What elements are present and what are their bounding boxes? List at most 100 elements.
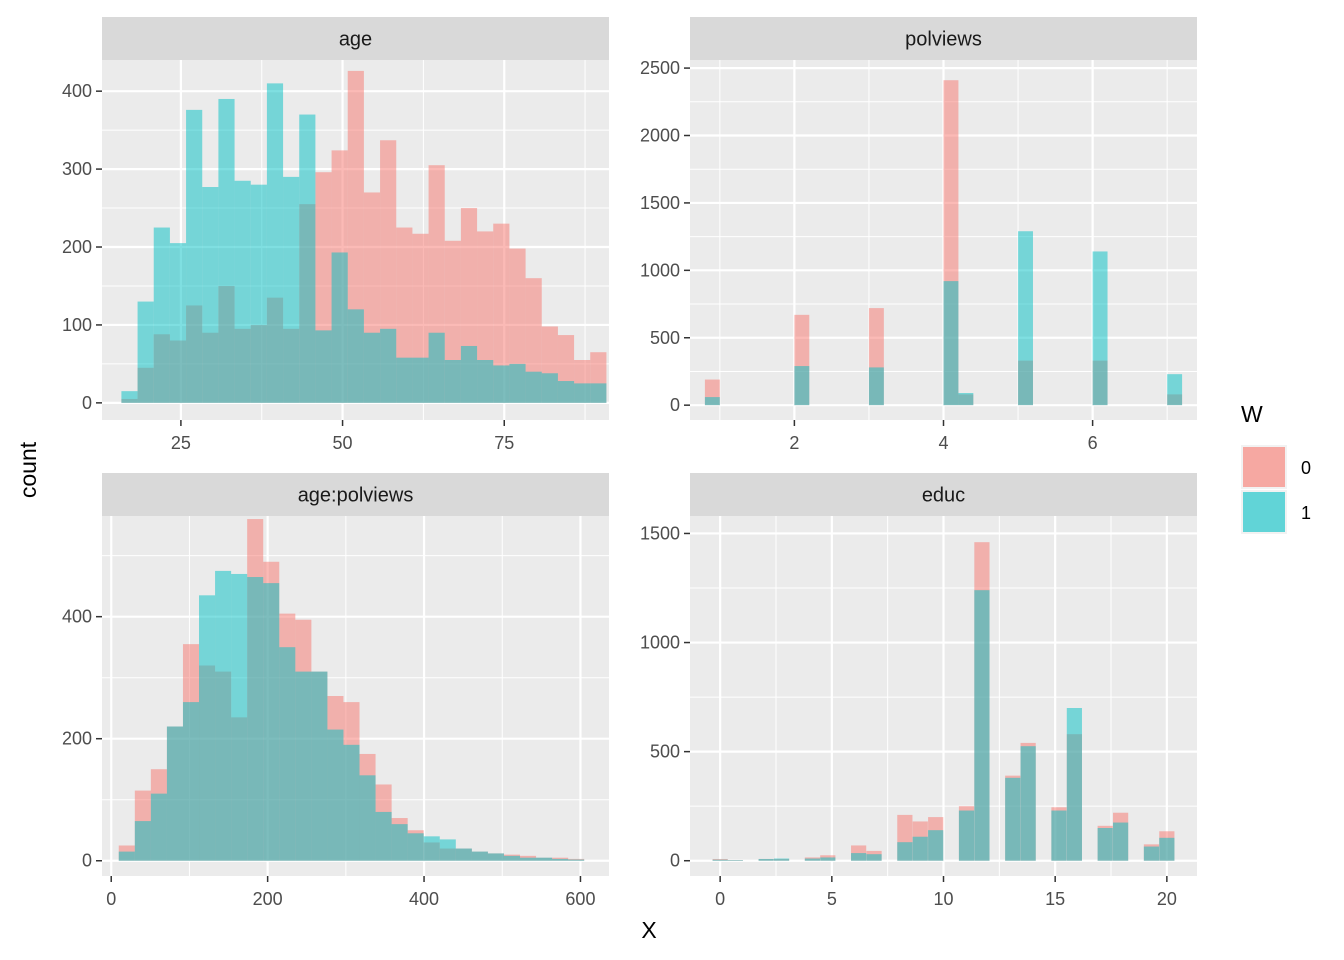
x-tick-label: 50 — [333, 433, 353, 453]
x-tick-label: 10 — [933, 889, 953, 909]
histogram-bar — [1097, 828, 1113, 861]
facet-strip — [102, 17, 609, 60]
x-tick-label: 0 — [715, 889, 725, 909]
histogram-bar — [851, 853, 867, 861]
histogram-bar — [804, 858, 820, 861]
histogram-bar — [541, 373, 558, 403]
y-tick-label: 1000 — [640, 260, 680, 280]
histogram-bar — [150, 793, 167, 861]
y-tick-label: 0 — [670, 851, 680, 871]
histogram-bar — [343, 744, 360, 861]
y-tick-label: 300 — [62, 159, 92, 179]
histogram-bar — [1005, 777, 1021, 861]
histogram-bar — [1113, 822, 1129, 861]
histogram-bar — [279, 647, 296, 861]
x-tick-label: 25 — [171, 433, 191, 453]
histogram-bar — [773, 858, 790, 861]
y-tick-label: 0 — [82, 393, 92, 413]
histogram-bar — [295, 671, 312, 861]
y-tick-label: 0 — [82, 851, 92, 871]
facet-strip-label: age:polviews — [298, 485, 414, 507]
histogram-bar — [868, 367, 884, 406]
y-tick-label: 1500 — [640, 193, 680, 213]
x-axis-title: X — [641, 917, 656, 943]
facet-panel-polviews: polviews 0 500 1000 1500 2000 2500 2 4 6 — [640, 17, 1197, 453]
legend-swatch-0 — [1243, 447, 1285, 487]
histogram-bar — [493, 223, 510, 403]
histogram-bar — [363, 332, 381, 403]
y-tick-label: 500 — [650, 742, 680, 762]
histogram-bar — [121, 391, 138, 403]
histogram-bar — [327, 729, 344, 861]
histogram-bar — [247, 577, 264, 861]
histogram-bar — [574, 383, 591, 403]
histogram-bar — [250, 184, 267, 403]
y-tick-label: 400 — [62, 607, 92, 627]
histogram-bar — [455, 848, 472, 861]
histogram-bar — [758, 858, 774, 861]
histogram-bar — [1159, 837, 1175, 861]
histogram-bar — [1167, 374, 1183, 406]
histogram-bar — [590, 383, 607, 403]
y-tick-label: 2500 — [640, 58, 680, 78]
y-tick-label: 100 — [62, 315, 92, 335]
legend-title: W — [1241, 401, 1263, 427]
histogram-bar — [509, 363, 526, 403]
histogram-bar — [186, 109, 203, 403]
histogram-bar — [727, 860, 743, 861]
histogram-bar — [1066, 708, 1082, 861]
histogram-bar — [820, 857, 836, 861]
histogram-bar — [958, 393, 974, 406]
y-tick-label: 0 — [670, 395, 680, 415]
histogram-series-1 — [118, 570, 585, 861]
x-tick-label: 6 — [1088, 433, 1098, 453]
legend-label-1: 1 — [1301, 503, 1311, 523]
histogram-bar — [943, 281, 959, 406]
histogram-bar — [423, 836, 440, 861]
histogram-bar — [1092, 251, 1108, 406]
histogram-bar — [202, 187, 219, 403]
x-tick-label: 15 — [1045, 889, 1065, 909]
y-tick-label: 1000 — [640, 633, 680, 653]
facet-strip-label: age — [339, 29, 372, 51]
legend-swatch-1 — [1243, 492, 1285, 532]
histogram-bar — [1020, 746, 1036, 861]
facet-strip — [102, 473, 609, 516]
histogram-bar — [794, 366, 810, 406]
histogram-bar — [974, 590, 990, 861]
histogram-bar — [568, 859, 585, 861]
facet-strip — [690, 17, 1197, 60]
histogram-bar — [928, 830, 944, 861]
histogram-bar — [218, 98, 235, 403]
histogram-bar — [712, 859, 728, 861]
facet-panel-educ: educ 0 500 1000 1500 0 5 10 15 20 — [640, 473, 1197, 909]
histogram-bar — [359, 775, 376, 861]
histogram-bar — [315, 330, 332, 403]
histogram-bar — [958, 810, 975, 861]
histogram-bar — [263, 583, 280, 861]
histogram-bar — [283, 176, 300, 403]
histogram-bar — [347, 309, 364, 403]
facet-panel-age: age 0 100 200 300 400 25 50 75 — [62, 17, 609, 453]
legend-label-0: 0 — [1301, 458, 1311, 478]
histogram-bar — [1143, 846, 1160, 861]
y-tick-label: 1500 — [640, 523, 680, 543]
histogram-bar — [552, 858, 569, 861]
histogram-bar — [311, 671, 328, 861]
histogram-bar — [493, 365, 510, 403]
y-tick-label: 400 — [62, 81, 92, 101]
x-tick-label: 200 — [253, 889, 283, 909]
histogram-bar — [380, 328, 397, 403]
histogram-bar — [396, 357, 413, 403]
histogram-bar — [299, 114, 316, 403]
y-tick-label: 200 — [62, 729, 92, 749]
histogram-bar — [169, 243, 187, 403]
histogram-bar — [234, 180, 251, 403]
histogram-bar — [439, 839, 456, 861]
histogram-bar — [487, 853, 504, 861]
histogram-bar — [199, 595, 216, 861]
facet-strip-label: polviews — [905, 29, 982, 51]
histogram-bar — [391, 824, 408, 861]
